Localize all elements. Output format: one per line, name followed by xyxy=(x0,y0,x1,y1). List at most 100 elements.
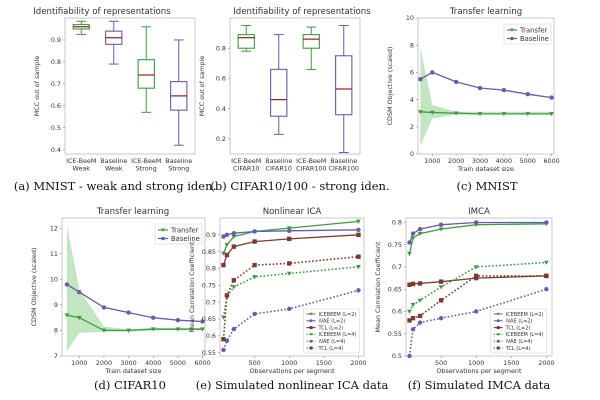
x-tick-label: 5000 xyxy=(520,157,536,165)
y-tick-label: 8 xyxy=(54,327,58,335)
data-point xyxy=(417,281,423,286)
y-tick-label: 0.6 xyxy=(206,332,216,340)
panel-d: Transfer learning (d) CIFAR10 7 8 9 10 11 12 CDS… xyxy=(30,207,211,392)
data-point xyxy=(410,303,416,308)
y-tick-label: 0.85 xyxy=(202,248,216,256)
y-tick-label: 9 xyxy=(54,301,58,309)
data-point xyxy=(231,285,237,290)
data-point xyxy=(175,318,181,323)
data-point xyxy=(501,87,507,93)
y-tick-label: 0.65 xyxy=(202,315,216,323)
data-point xyxy=(356,254,361,259)
data-point xyxy=(438,279,444,284)
y-tick-label: 0.8 xyxy=(51,58,61,66)
plot-frame xyxy=(219,217,365,357)
data-point xyxy=(525,91,530,97)
data-point xyxy=(151,315,156,320)
data-point xyxy=(126,328,131,333)
data-point xyxy=(438,222,444,227)
data-point xyxy=(221,347,226,353)
legend-label: Baseline xyxy=(520,35,549,43)
data-point xyxy=(418,77,423,82)
y-tick-label: 6 xyxy=(410,69,414,77)
series-line xyxy=(408,221,547,243)
data-point xyxy=(417,110,423,115)
box-iqr xyxy=(237,34,255,49)
series-5 xyxy=(407,287,549,359)
legend-swatch-marker xyxy=(496,326,500,330)
y-tick-label: 0.6 xyxy=(392,308,402,316)
y-tick-label: 0.7 xyxy=(51,80,61,88)
panel-title: IMCA xyxy=(468,207,490,217)
data-point xyxy=(231,326,237,332)
box-iqr xyxy=(137,59,155,89)
legend-label: Transfer xyxy=(519,26,548,34)
data-point xyxy=(252,229,257,234)
legend-label: TCL (L=4) xyxy=(505,346,531,352)
y-axis-label: MCC out of sample xyxy=(33,56,41,116)
x-tick-label: CIFAR100 xyxy=(329,165,359,173)
legend-label: iVAE (L=2) xyxy=(319,319,346,325)
data-point xyxy=(438,227,444,232)
data-point xyxy=(407,251,412,257)
data-point xyxy=(200,319,205,324)
legend-swatch-marker xyxy=(496,339,500,343)
y-tick-label: 12 xyxy=(50,224,58,232)
panel-title: Identifiability of representations xyxy=(33,7,171,17)
y-tick-label: 11 xyxy=(50,250,58,258)
y-tick-label: 0.7 xyxy=(392,263,402,271)
data-point xyxy=(549,112,555,117)
panel-caption: (b) CIFAR10/100 - strong iden. xyxy=(210,179,389,193)
x-tick-label: ICE-BeeM xyxy=(66,157,96,165)
data-point xyxy=(407,318,412,323)
y-tick-label: 0.4 xyxy=(216,105,226,113)
data-point xyxy=(287,228,292,233)
data-point xyxy=(252,262,257,268)
legend-label: TCL (L=2) xyxy=(505,325,531,331)
data-point xyxy=(549,95,554,100)
data-point xyxy=(407,353,412,359)
x-tick-label: 6000 xyxy=(194,359,210,367)
legend-swatch-marker xyxy=(161,236,165,241)
x-tick-label: 500 xyxy=(435,359,447,367)
data-point xyxy=(438,298,444,303)
y-tick-label: 0.5 xyxy=(392,352,402,360)
data-point xyxy=(224,243,230,248)
plot-frame xyxy=(417,17,555,155)
x-tick-label: 1000 xyxy=(468,359,484,367)
series-line xyxy=(408,223,547,254)
legend-swatch-marker xyxy=(309,339,313,343)
y-axis-label: CDSM Objective (scaled) xyxy=(30,248,38,327)
x-tick-label: 1000 xyxy=(71,359,87,367)
series-2 xyxy=(407,220,549,245)
legend-label: ICEBEEM (L=2) xyxy=(506,312,544,318)
x-tick-label: 2000 xyxy=(448,157,464,165)
y-tick-label: 10 xyxy=(50,276,58,284)
x-tick-label: CIFAR100 xyxy=(296,165,326,173)
plot-frame xyxy=(64,17,196,155)
data-point xyxy=(150,327,156,332)
x-tick-label: Baseline xyxy=(165,157,192,165)
plot-frame xyxy=(405,217,553,357)
data-point xyxy=(473,273,479,279)
data-point xyxy=(224,338,230,344)
data-point xyxy=(473,265,479,270)
x-tick-label: Baseline xyxy=(330,157,357,165)
data-point xyxy=(477,112,483,117)
data-point xyxy=(221,336,226,342)
x-tick-label: 1500 xyxy=(316,359,332,367)
data-point xyxy=(231,244,237,249)
data-point xyxy=(438,285,444,290)
legend-label: iVAE (L=4) xyxy=(319,339,346,345)
data-point xyxy=(407,309,412,314)
x-tick-label: Baseline xyxy=(100,157,127,165)
data-point xyxy=(543,260,549,265)
y-tick-label: 0.55 xyxy=(388,330,402,338)
data-point xyxy=(221,262,226,268)
series-2 xyxy=(221,227,361,239)
y-tick-label: 0.9 xyxy=(51,36,61,44)
series-1 xyxy=(417,110,555,117)
